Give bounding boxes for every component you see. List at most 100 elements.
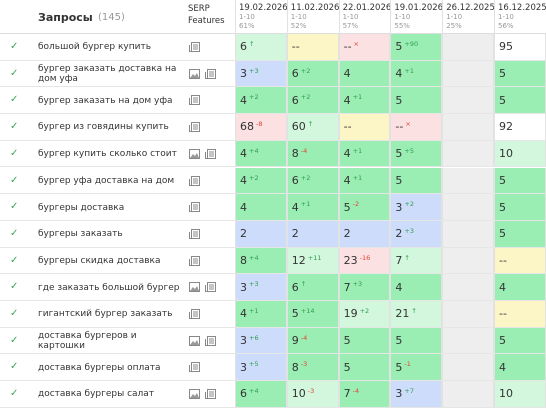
position: 4 — [240, 307, 247, 321]
query: бургеры скидка доставка — [38, 255, 161, 266]
serp-header: SERP Features — [188, 4, 225, 26]
position-cell: 4 +1 — [286, 194, 339, 221]
doc-icon — [205, 282, 216, 293]
position-cell: 4 +1 — [338, 87, 391, 115]
position: 10 — [291, 387, 306, 401]
position-cell: 9 -4 — [286, 327, 339, 355]
change: +3 — [404, 226, 414, 235]
position-cell: 60 ↑ — [286, 114, 339, 141]
position: 60 — [291, 120, 306, 134]
doc-icon — [189, 175, 200, 186]
position: 5 — [499, 200, 506, 214]
position-cell: 3 +7 — [390, 381, 443, 408]
position-cell: 68 -8 — [235, 114, 287, 141]
checkmark: ✓ — [10, 174, 19, 186]
position-cell: -- × — [390, 114, 443, 141]
position: 4 — [395, 280, 403, 294]
position: -- — [499, 253, 507, 267]
row-line — [0, 61, 235, 88]
checkmark: ✓ — [10, 67, 19, 79]
position: 5 — [499, 227, 506, 241]
doc-icon — [189, 95, 200, 106]
change: +2 — [300, 93, 311, 102]
position: 5 — [499, 173, 506, 187]
position-cell — [442, 194, 494, 221]
change: -4 — [300, 333, 308, 342]
date: 16.12.2025 — [498, 3, 546, 13]
position-cell: 6 ↑ — [235, 34, 287, 61]
position: 19 — [343, 307, 358, 321]
change: -8 — [256, 120, 263, 129]
query: доставка бургеры оплата — [38, 362, 161, 373]
position: 6 — [291, 93, 299, 107]
position-cell: 8 +4 — [235, 247, 287, 275]
position-cell: 2 — [235, 220, 287, 248]
position-cell — [442, 34, 494, 61]
position: 8 — [240, 253, 247, 267]
doc-icon — [189, 42, 200, 52]
change: -1 — [404, 360, 411, 369]
position: 6 — [240, 40, 247, 54]
position-cell — [442, 87, 494, 115]
position-cell: 10 -3 — [286, 381, 339, 408]
position: 2 — [240, 227, 247, 241]
change: +6 — [249, 333, 259, 342]
position: 68 — [240, 120, 254, 134]
change: +3 — [249, 66, 259, 75]
doc-icon — [189, 122, 200, 133]
query: бургеры доставка — [38, 202, 125, 213]
position: 8 — [291, 360, 299, 374]
change: +2 — [249, 173, 259, 182]
query: бургер заказать на дом уфа — [38, 95, 173, 106]
position: 10 — [499, 147, 513, 161]
position: 5 — [395, 93, 403, 107]
row-line — [0, 221, 235, 248]
checkmark: ✓ — [10, 334, 19, 346]
change: +3 — [352, 280, 363, 289]
position: 3 — [240, 280, 247, 294]
query: где заказать большой бургер — [38, 282, 180, 293]
query: бургер заказать доставка на дом уфа — [38, 64, 177, 85]
row-line — [0, 141, 235, 168]
position: 2 — [291, 227, 299, 241]
position: 4 — [343, 67, 351, 81]
header: Запросы (145) SERP Features — [0, 0, 546, 34]
position: 4 — [499, 280, 506, 294]
position-cell: 6 +4 — [235, 381, 287, 408]
position-cell: 5 — [494, 327, 546, 355]
row-line — [0, 301, 235, 328]
doc-icon — [205, 335, 216, 346]
image-icon — [189, 335, 200, 346]
position-cell: 5 — [494, 60, 546, 88]
percent: 57% — [342, 22, 359, 30]
position-cell: 23 -16 — [338, 247, 391, 275]
change: × — [353, 40, 359, 48]
image-icon — [189, 148, 200, 159]
position: 5 — [343, 360, 351, 374]
change: ↑ — [404, 253, 410, 262]
position-cell — [442, 220, 494, 248]
change: ↑ — [411, 307, 417, 315]
change: +1 — [249, 307, 259, 315]
count: (145) — [98, 12, 125, 23]
row-line — [0, 274, 235, 301]
range: 1-10 — [290, 13, 307, 21]
position-cell: 6 +2 — [286, 167, 339, 195]
position: 4 — [343, 93, 351, 107]
position-cell: 10 — [494, 140, 546, 168]
date-header: 11.02.2026 1-10 52% — [286, 0, 339, 34]
position-cell: 8 -3 — [286, 354, 339, 382]
position: 8 — [291, 147, 299, 161]
position-cell: 5 — [390, 167, 443, 195]
change: +2 — [300, 173, 311, 182]
position: 5 — [343, 200, 351, 214]
change: +1 — [352, 93, 363, 102]
position: 6 — [291, 280, 299, 294]
position-cell: 4 +2 — [235, 87, 287, 115]
position-cell: 3 +5 — [235, 354, 287, 382]
change: -2 — [352, 200, 360, 209]
checkmark: ✓ — [10, 281, 19, 293]
doc-icon — [205, 389, 216, 400]
change: +2 — [300, 66, 311, 75]
change: × — [405, 120, 411, 129]
